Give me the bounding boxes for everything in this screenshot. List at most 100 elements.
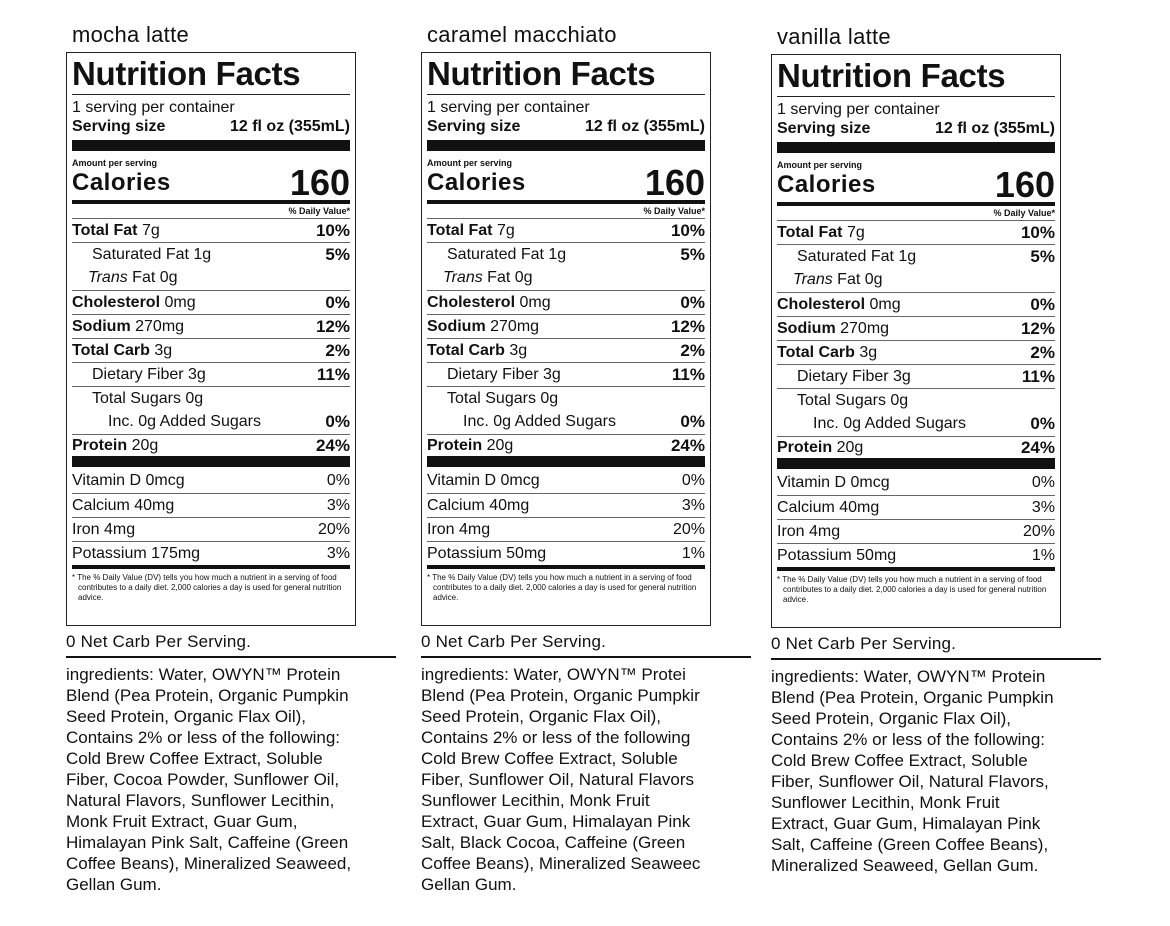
nutrient-name: Total Fat (427, 222, 493, 239)
calories-label: Calories (427, 169, 526, 196)
nutrient-name: Inc. 0g Added Sugars (813, 415, 966, 432)
nutrient-name: Total Sugars 0g (447, 390, 559, 407)
vitamin-percent: 20% (1022, 523, 1055, 540)
vitamin-row-potassium: Potassium 175mg 3% (72, 541, 350, 565)
nutrition-facts-panel: Nutrition Facts 1 serving per container … (66, 52, 356, 626)
nutrient-amount: 3g (154, 342, 173, 359)
nutrient-row-sodium: Sodium 270mg 12% (427, 314, 705, 338)
vitamin-name: Calcium 40mg (72, 497, 175, 514)
vitamin-percent: 0% (326, 472, 350, 489)
nutrient-amount: 270mg (135, 318, 185, 335)
nutrient-name: Total Carb (777, 344, 855, 361)
nutrient-row-added-sugars: Inc. 0g Added Sugars 0% (777, 412, 1055, 436)
nutrient-amount: Fat 0g (132, 269, 178, 286)
ingredients-text: ingredients: Water, OWYN™ Protein Blend … (66, 665, 352, 894)
nutrient-name: Cholesterol (72, 294, 161, 311)
nutrient-name: Inc. 0g Added Sugars (108, 413, 261, 430)
nutrient-row-saturated-fat: Saturated Fat 1g 5% (72, 242, 350, 266)
nutrient-percent: 11% (316, 365, 350, 384)
serving-size-label: Serving size (777, 120, 871, 137)
nutrient-name: Inc. 0g Added Sugars (463, 413, 616, 430)
divider (421, 656, 751, 658)
nutrient-amount: 7g (496, 222, 515, 239)
nutrient-name: Trans (88, 269, 128, 286)
nutrient-row-total-sugars: Total Sugars 0g (777, 388, 1055, 412)
nutrient-row-added-sugars: Inc. 0g Added Sugars 0% (72, 410, 350, 434)
nutrient-row-trans-fat: Trans Fat 0g (777, 268, 1055, 292)
vitamin-name: Vitamin D 0mcg (427, 472, 540, 489)
nutrient-percent: 10% (315, 221, 350, 240)
serving-size-label: Serving size (72, 118, 166, 135)
nutrient-row-protein: Protein 20g 24% (777, 436, 1055, 458)
nutrient-amount: 0mg (869, 296, 901, 313)
nutrient-percent: 12% (670, 317, 705, 336)
servings-per-container: 1 serving per container (777, 101, 940, 118)
nutrient-name: Sodium (72, 318, 131, 335)
vitamin-percent: 0% (1031, 474, 1055, 491)
serving-size-value: 12 fl oz (355mL) (584, 118, 705, 135)
nutrient-percent: 0% (1030, 414, 1055, 433)
nutrient-name: Cholesterol (777, 296, 866, 313)
nutrient-percent: 11% (1021, 367, 1055, 386)
vitamin-row-potassium: Potassium 50mg 1% (427, 541, 705, 565)
nutrient-row-total-fat: Total Fat 7g 10% (427, 218, 705, 242)
net-carb-statement: 0 Net Carb Per Serving. (421, 632, 607, 651)
nutrient-amount: Fat 0g (837, 271, 883, 288)
serving-size-value: 12 fl oz (355mL) (229, 118, 350, 135)
nutrient-row-cholesterol: Cholesterol 0mg 0% (777, 292, 1055, 316)
nutrient-name: Dietary Fiber 3g (447, 366, 561, 383)
vitamin-name: Potassium 175mg (72, 545, 201, 562)
nutrient-row-saturated-fat: Saturated Fat 1g 5% (427, 242, 705, 266)
nutrient-name: Trans (443, 269, 483, 286)
nutrient-percent: 24% (1020, 438, 1055, 457)
nutrient-percent: 12% (315, 317, 350, 336)
nutrient-row-total-carb: Total Carb 3g 2% (72, 338, 350, 362)
nutrient-percent: 0% (325, 412, 350, 431)
daily-value-header: % Daily Value* (288, 206, 350, 216)
serving-size-label: Serving size (427, 118, 521, 135)
nutrient-percent: 5% (325, 245, 350, 264)
nutrient-row-total-carb: Total Carb 3g 2% (427, 338, 705, 362)
vitamin-name: Iron 4mg (777, 523, 841, 540)
nutrient-name: Saturated Fat 1g (447, 246, 567, 263)
serving-size-value: 12 fl oz (355mL) (934, 120, 1055, 137)
nutrient-name: Sodium (427, 318, 486, 335)
amount-per-serving: Amount per serving (777, 160, 863, 170)
amount-per-serving: Amount per serving (72, 158, 158, 168)
vitamin-percent: 20% (672, 521, 705, 538)
vitamin-name: Vitamin D 0mcg (777, 474, 890, 491)
nutrition-facts-panel: Nutrition Facts 1 serving per container … (421, 52, 711, 626)
calories-value: 160 (289, 162, 350, 203)
flavor-name: mocha latte (72, 22, 190, 47)
nutrient-name: Total Carb (427, 342, 505, 359)
servings-per-container: 1 serving per container (72, 99, 235, 116)
nutrition-facts-title: Nutrition Facts (427, 55, 656, 92)
vitamin-percent: 3% (326, 497, 350, 514)
ingredients-text: ingredients: Water, OWYN™ Protein Blend … (771, 667, 1054, 875)
vitamin-row-potassium: Potassium 50mg 1% (777, 543, 1055, 567)
nutrient-row-trans-fat: Trans Fat 0g (427, 266, 705, 290)
amount-per-serving: Amount per serving (427, 158, 513, 168)
vitamin-name: Calcium 40mg (777, 499, 880, 516)
nutrient-row-total-fat: Total Fat 7g 10% (777, 220, 1055, 244)
nutrient-name: Cholesterol (427, 294, 516, 311)
vitamin-name: Vitamin D 0mcg (72, 472, 185, 489)
nutrient-percent: 0% (1030, 295, 1055, 314)
nutrient-row-protein: Protein 20g 24% (72, 434, 350, 456)
nutrient-amount: 20g (486, 437, 514, 454)
nutrient-row-added-sugars: Inc. 0g Added Sugars 0% (427, 410, 705, 434)
nutrient-amount: 270mg (840, 320, 890, 337)
nutrient-amount: 3g (859, 344, 878, 361)
vitamin-percent: 1% (681, 545, 705, 562)
nutrient-row-cholesterol: Cholesterol 0mg 0% (72, 290, 350, 314)
serving-size-row: Serving size 12 fl oz (355mL) (427, 117, 705, 140)
nutrient-percent: 2% (325, 341, 350, 360)
nutrient-percent: 0% (680, 293, 705, 312)
nutrient-percent: 11% (671, 365, 705, 384)
vitamin-name: Iron 4mg (72, 521, 136, 538)
nutrient-name: Total Fat (777, 224, 843, 241)
nutrient-name: Protein (777, 439, 833, 456)
divider (66, 656, 396, 658)
flavor-name: caramel macchiato (427, 22, 617, 47)
calories-value: 160 (644, 162, 705, 203)
